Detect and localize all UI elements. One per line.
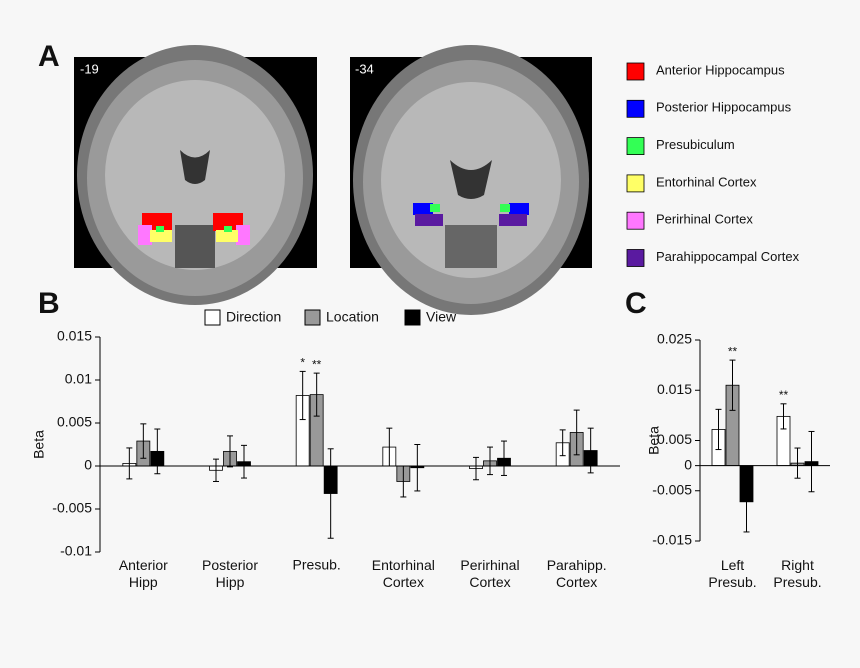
y-tick-label: -0.015	[652, 532, 692, 548]
brain-image	[74, 45, 317, 305]
significance-label: **	[728, 344, 738, 358]
x-tick-label: Parahipp. Cortex	[547, 557, 607, 590]
x-tick-label: Entorhinal Cortex	[372, 557, 435, 590]
legend-label: Parahippocampal Cortex	[656, 249, 800, 264]
x-tick-line: Cortex	[383, 574, 424, 590]
x-tick-label: Presub.	[293, 557, 341, 573]
y-tick-label: -0.005	[652, 481, 692, 497]
x-tick-line: Hipp	[129, 574, 158, 590]
x-tick-line: Posterior	[202, 557, 258, 573]
x-tick-label: Right Presub.	[773, 557, 821, 590]
significance-label: **	[312, 357, 322, 371]
slice-label: -34	[355, 61, 374, 76]
significance-label: *	[300, 356, 305, 370]
legend-swatch	[304, 309, 321, 326]
legend-swatch	[626, 99, 645, 118]
y-axis-label: Beta	[31, 430, 47, 459]
x-tick-label: Posterior Hipp	[202, 557, 258, 590]
y-tick-label: 0.01	[65, 371, 92, 387]
legend-label: View	[426, 309, 457, 325]
x-tick-label: Anterior Hipp	[119, 557, 168, 590]
legend-swatch	[626, 62, 645, 81]
brain-image	[350, 45, 592, 315]
y-tick-label: 0.005	[657, 431, 692, 447]
y-tick-label: 0	[84, 457, 92, 473]
y-tick-label: 0.015	[57, 328, 92, 344]
x-tick-line: Hipp	[216, 574, 245, 590]
panel-label: C	[625, 287, 647, 320]
x-tick-line: Anterior	[119, 557, 168, 573]
x-tick-line: Right	[781, 557, 814, 573]
x-tick-line: Perirhinal	[460, 557, 519, 573]
legend-label: Location	[326, 309, 379, 325]
y-tick-label: -0.01	[60, 543, 92, 559]
x-tick-line: Presub.	[773, 574, 821, 590]
legend-label: Direction	[226, 309, 281, 325]
x-tick-line: Presub.	[708, 574, 756, 590]
legend-swatch	[626, 211, 645, 230]
x-tick-line: Left	[721, 557, 744, 573]
legend-swatch	[204, 309, 221, 326]
y-tick-label: 0.015	[657, 381, 692, 397]
legend-label: Posterior Hippocampus	[656, 100, 792, 115]
x-tick-line: Parahipp.	[547, 557, 607, 573]
panel-label: A	[38, 40, 60, 73]
x-tick-line: Cortex	[556, 574, 597, 590]
legend-swatch	[626, 137, 645, 156]
y-axis-label: Beta	[646, 426, 662, 455]
slice-label: -19	[80, 61, 99, 76]
y-tick-label: 0	[684, 456, 692, 472]
legend-label: Presubiculum	[656, 137, 735, 152]
y-tick-label: 0.025	[657, 331, 692, 347]
x-tick-label: Left Presub.	[708, 557, 756, 590]
y-tick-label: 0.005	[57, 414, 92, 430]
significance-label: **	[779, 388, 789, 402]
y-tick-label: -0.005	[52, 500, 92, 516]
legend-label: Entorhinal Cortex	[656, 174, 757, 189]
legend-swatch	[626, 174, 645, 193]
x-tick-line: Entorhinal	[372, 557, 435, 573]
legend-swatch	[404, 309, 421, 326]
legend-label: Anterior Hippocampus	[656, 62, 785, 77]
x-tick-line: Cortex	[469, 574, 510, 590]
panel-label: B	[38, 287, 60, 320]
legend-label: Perirhinal Cortex	[656, 212, 753, 227]
x-tick-label: Perirhinal Cortex	[460, 557, 519, 590]
legend-swatch	[626, 249, 645, 267]
